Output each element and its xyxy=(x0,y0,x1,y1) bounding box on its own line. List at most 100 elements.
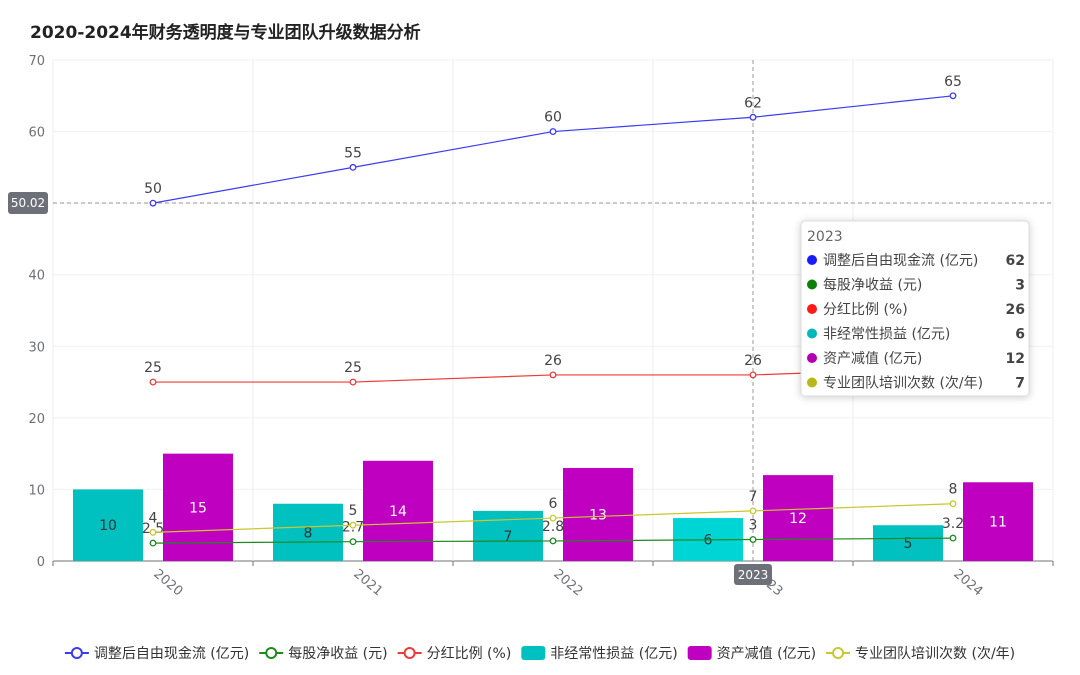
legend-item[interactable]: 非经常性损益 (亿元) xyxy=(521,646,678,662)
tooltip-series-value: 7 xyxy=(1015,376,1025,392)
bar xyxy=(963,482,1033,561)
data-point xyxy=(349,538,357,546)
point-data-label: 5 xyxy=(349,503,358,519)
bar-data-label: 8 xyxy=(304,525,313,541)
bar-data-label: 15 xyxy=(189,500,207,516)
point-data-label: 4 xyxy=(149,510,158,526)
point-data-label: 6 xyxy=(549,496,558,512)
tooltip-series-name: 资产减值 (亿元) xyxy=(823,351,922,367)
data-point xyxy=(149,378,157,386)
y-tick-label: 70 xyxy=(28,54,45,69)
tooltip-marker xyxy=(807,255,817,265)
data-point xyxy=(349,378,357,386)
point-data-label: 25 xyxy=(344,360,362,376)
bar-data-label: 10 xyxy=(99,518,117,534)
data-point xyxy=(949,500,957,508)
data-point xyxy=(549,537,557,545)
point-data-label: 8 xyxy=(949,482,958,498)
tooltip-title: 2023 xyxy=(807,229,843,245)
bar xyxy=(363,460,433,561)
y-tick-label: 30 xyxy=(28,340,45,355)
legend-item[interactable]: 调整后自由现金流 (亿元) xyxy=(64,646,249,662)
tooltip-series-value: 12 xyxy=(1006,351,1025,367)
legend-item[interactable]: 每股净收益 (元) xyxy=(259,646,388,662)
data-point xyxy=(749,536,757,543)
data-point xyxy=(749,113,757,121)
legend-label: 专业团队培训次数 (次/年) xyxy=(855,646,1015,662)
legend-swatch xyxy=(521,646,546,660)
bar xyxy=(73,489,143,561)
data-point xyxy=(549,128,557,136)
legend-item[interactable]: 资产减值 (亿元) xyxy=(687,646,816,662)
legend-label: 每股净收益 (元) xyxy=(288,646,387,662)
bar-data-label: 6 xyxy=(704,533,713,549)
data-point xyxy=(149,528,157,536)
point-data-label: 25 xyxy=(144,360,162,376)
bar-data-label: 13 xyxy=(589,507,607,523)
bar-data-label: 12 xyxy=(789,511,807,527)
data-point xyxy=(549,371,557,379)
crosshair-x-label-text: 2023 xyxy=(738,568,769,582)
point-data-label: 26 xyxy=(744,353,762,369)
legend: 调整后自由现金流 (亿元) 每股净收益 (元) 分红比例 (%) 非经常性损益 (亿元… xyxy=(64,646,1015,662)
tooltip-box xyxy=(800,220,1030,397)
legend-marker xyxy=(265,647,278,659)
tooltip-series-name: 专业团队培训次数 (次/年) xyxy=(823,376,983,392)
point-data-label: 3 xyxy=(749,518,758,534)
tooltip-series-value: 3 xyxy=(1015,278,1025,294)
crosshair-y-label-box xyxy=(8,191,48,214)
tooltip-marker xyxy=(807,279,817,290)
tooltip-series-value: 62 xyxy=(1006,253,1025,269)
point-data-label: 3.2 xyxy=(942,516,964,532)
x-tick-label: 2022 xyxy=(550,567,585,600)
x-tick-label: 2024 xyxy=(950,567,985,600)
bar-data-label: 11 xyxy=(989,515,1007,531)
data-point xyxy=(149,539,157,547)
tooltip: 2023 调整后自由现金流 (亿元) 62 每股净收益 (元) 3 分红比例 (%) 26 非… xyxy=(800,220,1030,397)
legend-marker xyxy=(403,647,416,659)
tooltip-series-name: 调整后自由现金流 (亿元) xyxy=(823,253,978,269)
crosshair-x-label: 2023 xyxy=(734,564,772,585)
data-point xyxy=(349,163,357,171)
y-tick-label: 0 xyxy=(37,555,45,570)
data-point xyxy=(549,514,557,522)
legend-label: 调整后自由现金流 (亿元) xyxy=(94,646,249,662)
tooltip-series-name: 非经常性损益 (亿元) xyxy=(823,327,950,343)
x-tick-label: 2021 xyxy=(350,567,385,600)
legend-label: 资产减值 (亿元) xyxy=(717,646,816,662)
crosshair-y-label: 50.02 xyxy=(8,191,48,214)
x-tick-label: 2020 xyxy=(150,567,185,600)
tooltip-marker xyxy=(807,377,817,388)
bar-data-label: 7 xyxy=(504,529,513,545)
y-tick-label: 10 xyxy=(28,483,45,498)
chart-title: 2020-2024年财务透明度与专业团队升级数据分析 xyxy=(30,23,421,43)
y-tick-label: 60 xyxy=(28,126,45,141)
crosshair-x-label-box xyxy=(734,564,772,585)
tooltip-marker xyxy=(807,304,817,314)
legend-item[interactable]: 分红比例 (%) xyxy=(397,646,512,662)
bar xyxy=(273,503,343,561)
point-data-label: 60 xyxy=(544,110,562,126)
crosshair-y-label-text: 50.02 xyxy=(11,196,45,210)
tooltip-series-value: 26 xyxy=(1006,302,1025,318)
data-point xyxy=(749,371,757,379)
data-point xyxy=(949,92,957,100)
bar xyxy=(873,525,943,561)
legend-label: 非经常性损益 (亿元) xyxy=(550,646,677,662)
bar-data-label: 5 xyxy=(904,536,913,552)
point-data-label: 65 xyxy=(944,74,962,90)
legend-label: 分红比例 (%) xyxy=(427,646,512,662)
data-point xyxy=(749,507,757,515)
point-data-label: 62 xyxy=(744,95,762,111)
point-data-label: 55 xyxy=(344,145,362,161)
data-point xyxy=(149,199,157,207)
legend-item[interactable]: 专业团队培训次数 (次/年) xyxy=(826,646,1015,662)
data-point xyxy=(949,534,957,542)
bar xyxy=(763,475,833,561)
legend-marker xyxy=(832,647,845,659)
bar-data-label: 14 xyxy=(389,504,407,520)
bar xyxy=(563,467,633,561)
tooltip-marker xyxy=(807,328,817,339)
tooltip-marker xyxy=(807,353,817,363)
